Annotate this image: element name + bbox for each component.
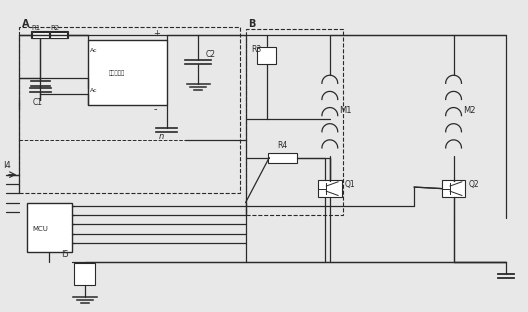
- Text: R1: R1: [31, 25, 41, 31]
- Text: Q2: Q2: [468, 180, 479, 189]
- Bar: [442, 180, 465, 197]
- Text: C1: C1: [32, 98, 42, 107]
- Text: -: -: [154, 105, 157, 115]
- Text: C2: C2: [206, 50, 216, 59]
- Bar: [32, 32, 49, 38]
- Text: I5: I5: [61, 250, 69, 259]
- Text: M1: M1: [340, 105, 352, 115]
- Bar: [50, 32, 67, 38]
- Text: MCU: MCU: [32, 226, 48, 232]
- Bar: [31, 32, 50, 38]
- Bar: [50, 32, 68, 38]
- Bar: [27, 202, 72, 252]
- Text: Ac: Ac: [90, 48, 98, 53]
- Text: A: A: [22, 19, 29, 29]
- Text: B: B: [248, 19, 256, 29]
- Text: Ac: Ac: [90, 88, 98, 93]
- Bar: [74, 263, 96, 285]
- Text: 桥式整流器: 桥式整流器: [109, 71, 125, 76]
- Text: Q1: Q1: [345, 180, 355, 189]
- Bar: [19, 27, 240, 193]
- Text: M2: M2: [463, 105, 476, 115]
- Text: I4: I4: [3, 161, 11, 170]
- Bar: [318, 180, 342, 197]
- Text: R4: R4: [277, 141, 287, 150]
- Bar: [246, 29, 343, 215]
- Text: R3: R3: [251, 45, 261, 54]
- Bar: [88, 40, 166, 105]
- Text: R2: R2: [50, 25, 59, 31]
- Text: n: n: [159, 132, 164, 141]
- Bar: [258, 46, 276, 64]
- Text: +: +: [154, 29, 161, 38]
- Bar: [268, 153, 297, 163]
